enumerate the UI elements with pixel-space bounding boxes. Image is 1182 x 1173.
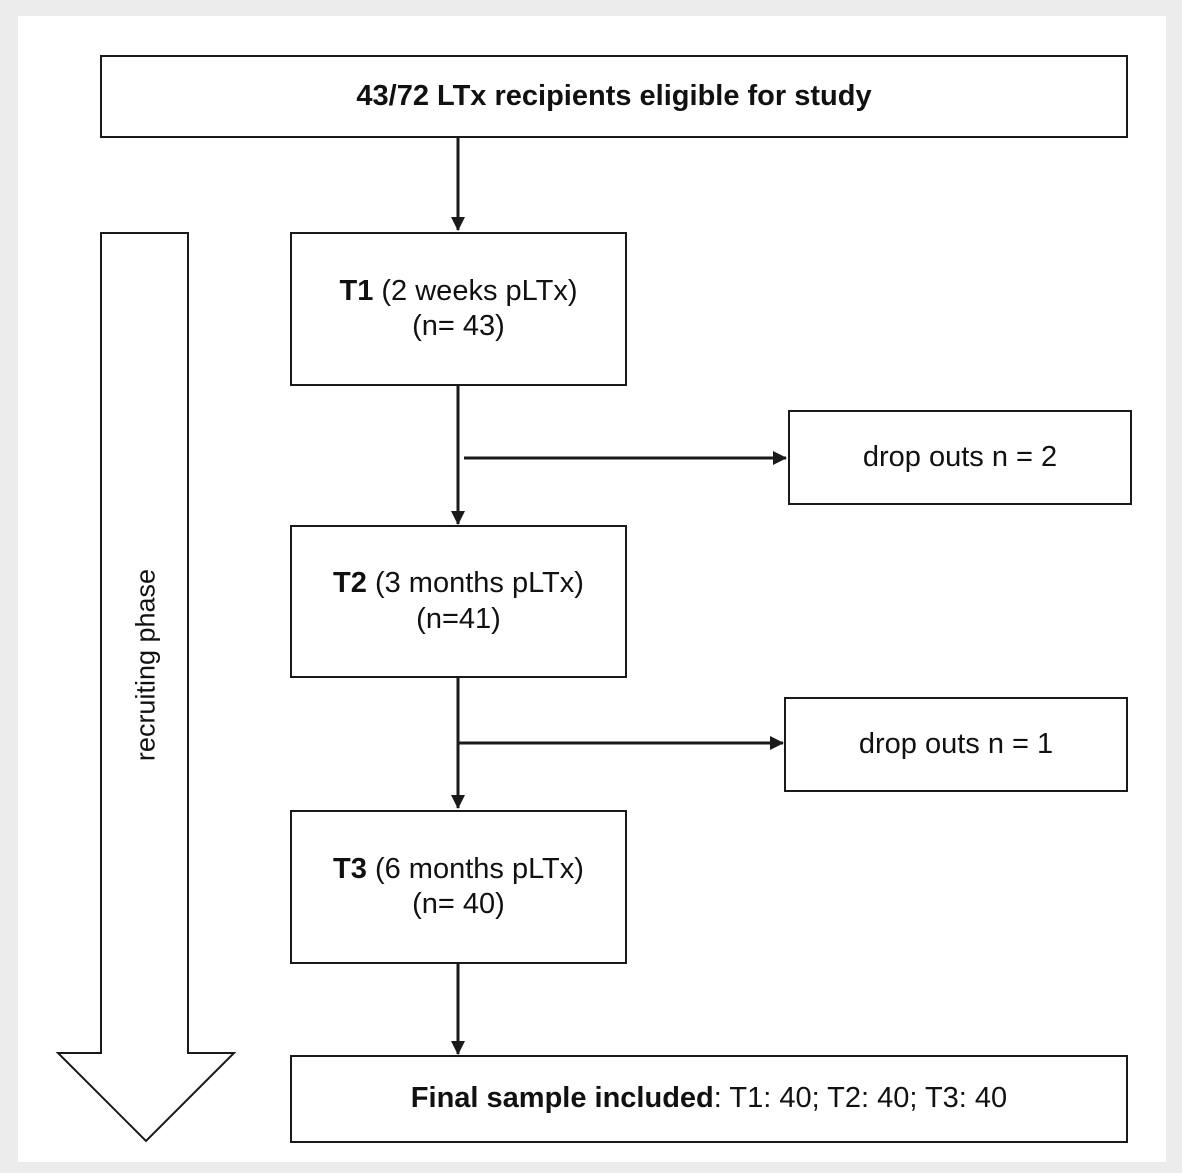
eligible-box: 43/72 LTx recipients eligible for study	[100, 55, 1128, 138]
final-sample-text: Final sample included: T1: 40; T2: 40; T…	[411, 1081, 1007, 1116]
eligible-text: 43/72 LTx recipients eligible for study	[356, 79, 872, 112]
t2-detail: (3 months pLTx)	[366, 567, 584, 600]
t2-heading: T2 (3 months pLTx)	[333, 566, 584, 601]
dropout-1-text: drop outs n = 2	[862, 440, 1058, 473]
final-sample-detail: : T1: 40; T2: 40; T3: 40	[713, 1082, 1008, 1115]
t1-count: (n= 43)	[412, 310, 505, 342]
dropout-2-text: drop outs n = 1	[858, 727, 1054, 760]
t3-heading: T3 (6 months pLTx)	[333, 852, 584, 887]
t1-box: T1 (2 weeks pLTx) (n= 43)	[290, 232, 627, 386]
t1-detail: (2 weeks pLTx)	[373, 274, 578, 307]
t2-label: T2	[333, 567, 367, 600]
dropout-1-box: drop outs n = 2	[788, 410, 1132, 505]
dropout-2-box: drop outs n = 1	[784, 697, 1128, 792]
final-sample-box: Final sample included: T1: 40; T2: 40; T…	[290, 1055, 1128, 1143]
recruiting-phase-label: recruiting phase	[130, 568, 161, 762]
t3-label: T3	[333, 852, 367, 885]
t2-box: T2 (3 months pLTx) (n=41)	[290, 525, 627, 678]
t1-heading: T1 (2 weeks pLTx)	[340, 274, 578, 309]
t2-count: (n=41)	[416, 602, 501, 635]
t3-detail: (6 months pLTx)	[366, 852, 584, 885]
recruiting-phase-arrow	[55, 232, 237, 1143]
t3-box: T3 (6 months pLTx) (n= 40)	[290, 810, 627, 964]
t3-count: (n= 40)	[412, 888, 505, 920]
t1-label: T1	[339, 274, 374, 307]
final-sample-label: Final sample included	[410, 1082, 714, 1115]
